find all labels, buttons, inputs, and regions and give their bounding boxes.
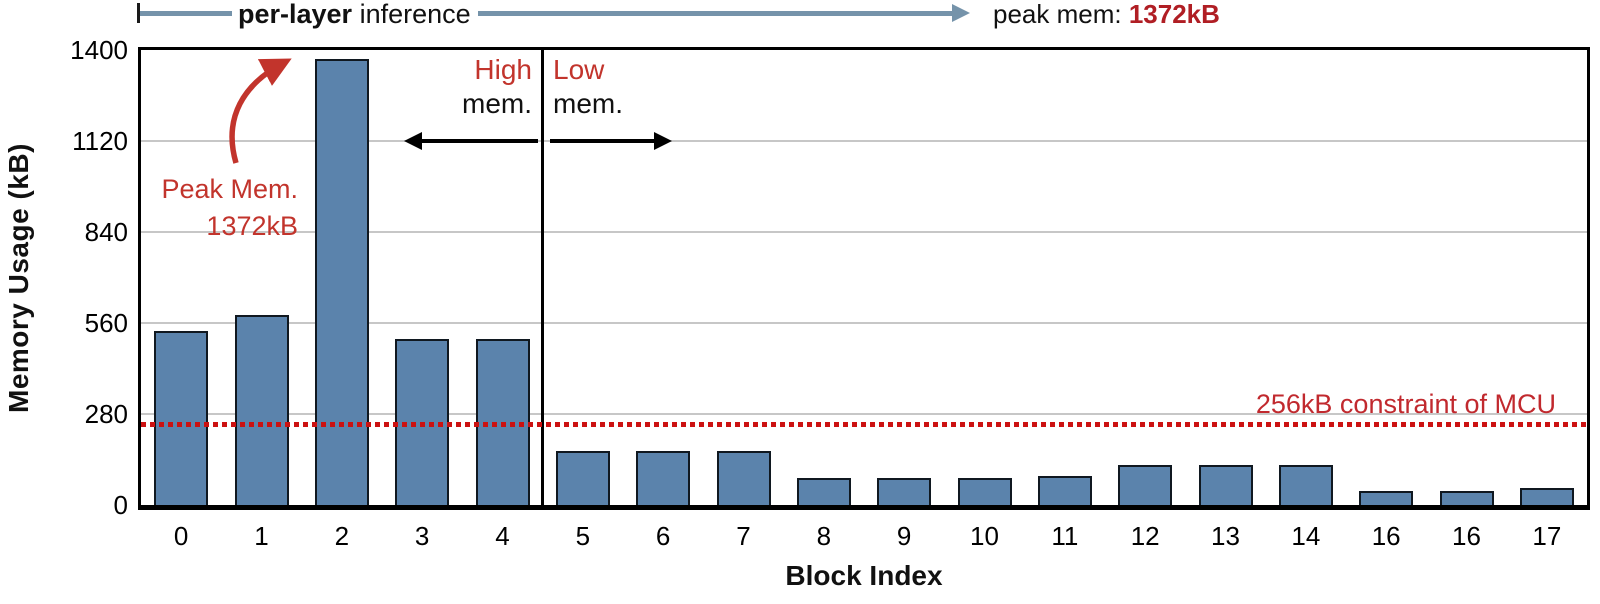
per-layer-bracket-tick bbox=[137, 3, 140, 23]
gridline-280 bbox=[141, 413, 1587, 415]
bar-block-13 bbox=[1198, 465, 1253, 505]
bar-block-1 bbox=[234, 315, 289, 505]
x-tick-label-9: 9 bbox=[896, 521, 912, 551]
bar-block-10 bbox=[957, 478, 1012, 505]
per-layer-arrow-line-left bbox=[140, 11, 232, 16]
x-tick-label-8: 8 bbox=[816, 521, 832, 551]
per-layer-inference-label: per-layer inference bbox=[238, 0, 471, 28]
x-tick-label-2: 2 bbox=[334, 521, 350, 551]
bar-block-12 bbox=[1118, 465, 1173, 505]
high-low-region-divider bbox=[541, 50, 545, 507]
x-tick-label-5: 5 bbox=[575, 521, 591, 551]
y-axis-title: Memory Usage (kB) bbox=[3, 143, 34, 414]
gridline-840 bbox=[141, 231, 1587, 233]
bar-block-15 bbox=[1359, 491, 1414, 505]
x-tick-label-11: 11 bbox=[1051, 521, 1079, 551]
x-tick-label-17: 17 bbox=[1532, 521, 1562, 551]
peak-mem-value: 1372kB bbox=[1128, 0, 1220, 29]
x-tick-label-16: 16 bbox=[1452, 521, 1481, 551]
mcu-constraint-dotted-line bbox=[141, 421, 1587, 427]
gridline-560 bbox=[141, 322, 1587, 324]
bar-block-8 bbox=[796, 478, 851, 505]
y-tick-label-560: 560 bbox=[84, 308, 128, 338]
bar-block-14 bbox=[1278, 465, 1333, 505]
bar-block-5 bbox=[555, 451, 610, 505]
x-tick-label-12: 12 bbox=[1130, 521, 1160, 551]
low-mem-arrowhead-icon bbox=[654, 132, 672, 150]
x-tick-label-15: 16 bbox=[1371, 521, 1401, 551]
bar-block-7 bbox=[716, 451, 771, 505]
peak-callout-line2: 1372kB bbox=[206, 211, 298, 241]
peak-memory-callout: Peak Mem. 1372kB bbox=[142, 171, 298, 245]
x-tick-label-7: 7 bbox=[736, 521, 751, 551]
x-tick-label-4: 4 bbox=[495, 521, 510, 551]
peak-mem-top-label: peak mem: 1372kB bbox=[993, 0, 1220, 28]
bar-block-9 bbox=[877, 478, 932, 505]
low-mem-arrow-shaft bbox=[550, 139, 654, 143]
per-layer-bold-text: per-layer bbox=[238, 0, 353, 29]
x-axis-title: Block Index bbox=[785, 560, 943, 591]
bar-block-0 bbox=[154, 331, 209, 505]
bar-block-6 bbox=[636, 451, 691, 505]
high-mem-arrow-shaft bbox=[421, 139, 538, 143]
y-tick-label-0: 0 bbox=[113, 490, 128, 520]
plot-area bbox=[138, 47, 1590, 510]
high-mem-region-label: High mem. bbox=[382, 53, 532, 121]
y-tick-label-1120: 1120 bbox=[72, 126, 128, 156]
peak-mem-prefix: peak mem: bbox=[993, 0, 1129, 29]
low-mem-region-label: Low mem. bbox=[553, 53, 703, 121]
low-word: Low bbox=[553, 54, 605, 85]
bar-block-16 bbox=[1439, 491, 1494, 505]
y-tick-label-840: 840 bbox=[84, 217, 128, 247]
x-tick-label-10: 10 bbox=[970, 521, 999, 551]
x-tick-label-1: 1 bbox=[254, 521, 269, 551]
x-tick-label-0: 0 bbox=[173, 521, 189, 551]
x-tick-label-3: 3 bbox=[414, 521, 430, 551]
low-mem-word: mem. bbox=[553, 88, 623, 119]
per-layer-arrowhead-icon bbox=[952, 4, 970, 22]
y-tick-label-1400: 1400 bbox=[70, 35, 128, 65]
bar-block-11 bbox=[1037, 476, 1092, 505]
high-mem-arrowhead-icon bbox=[404, 132, 422, 150]
per-layer-arrow-line-right bbox=[478, 11, 952, 16]
bar-block-2 bbox=[314, 59, 369, 505]
high-word: High bbox=[474, 54, 532, 85]
peak-callout-line1: Peak Mem. bbox=[161, 174, 298, 204]
gridline-1120 bbox=[141, 140, 1587, 142]
x-tick-label-6: 6 bbox=[655, 521, 671, 551]
y-tick-label-280: 280 bbox=[84, 399, 128, 429]
x-tick-label-13: 13 bbox=[1211, 521, 1240, 551]
mcu-constraint-label: 256kB constraint of MCU bbox=[1255, 389, 1556, 419]
inference-text: inference bbox=[352, 0, 471, 29]
high-mem-word: mem. bbox=[462, 88, 532, 119]
x-tick-label-14: 14 bbox=[1291, 521, 1321, 551]
bar-block-17 bbox=[1519, 488, 1574, 505]
